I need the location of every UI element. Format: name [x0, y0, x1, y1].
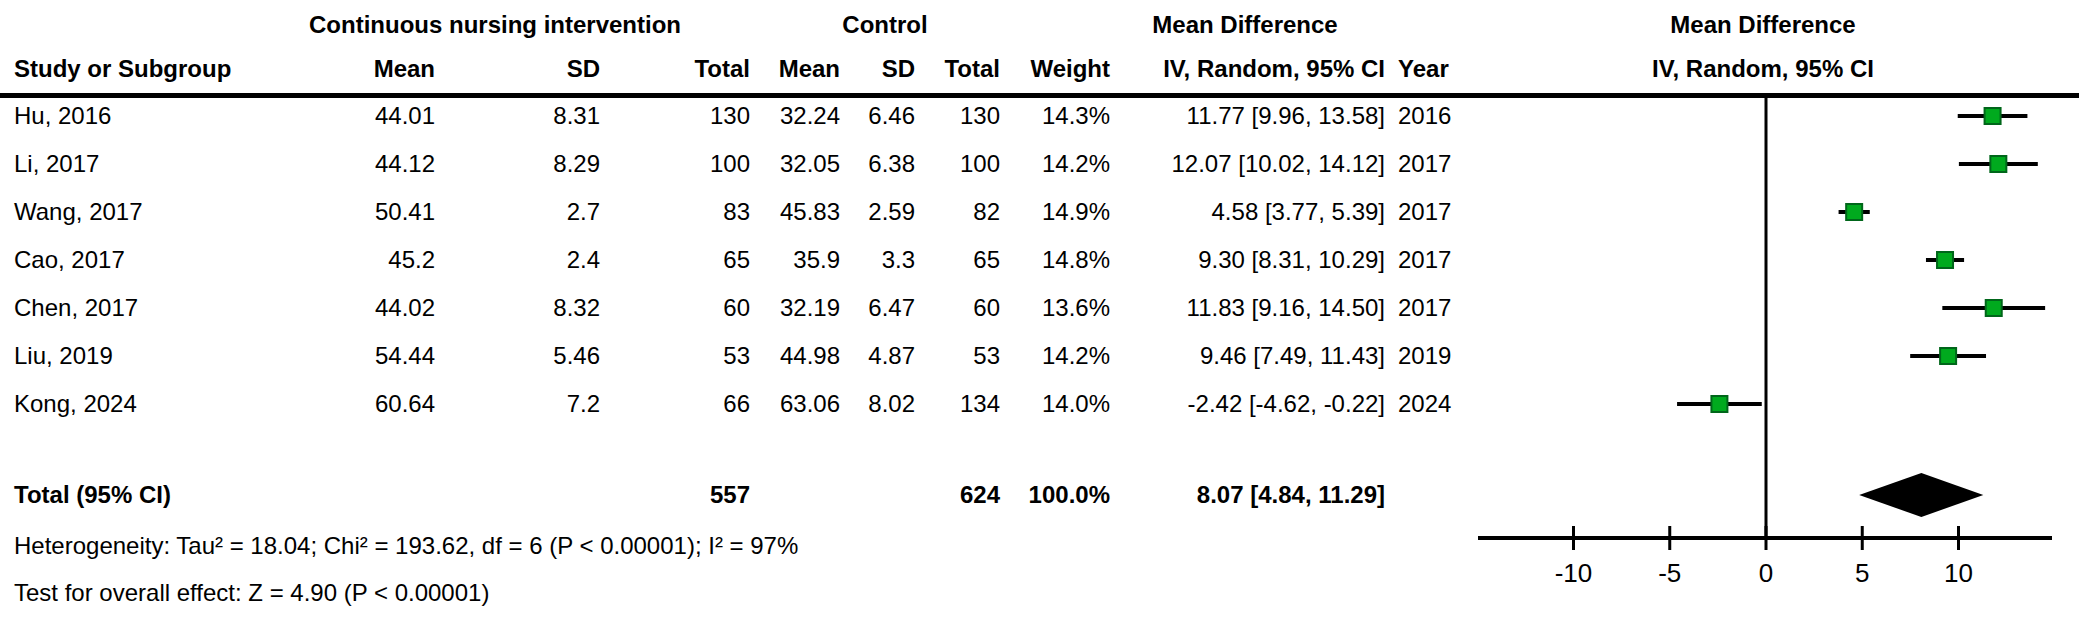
study-label: Kong, 2024	[14, 389, 314, 419]
plot-subtitle-ci: IV, Random, 95% CI	[1563, 54, 1963, 84]
year-value: 2024	[1398, 389, 1488, 419]
axis-tick-label: 5	[1855, 558, 1869, 588]
sd-intervention-value: 2.4	[440, 245, 600, 275]
header-study-or-subgroup: Study or Subgroup	[14, 54, 314, 84]
effect-marker	[1846, 204, 1862, 220]
total-label: Total (95% CI)	[14, 480, 314, 510]
year-value: 2017	[1398, 245, 1488, 275]
header-rule	[0, 93, 2079, 98]
effect-marker	[1986, 300, 2002, 316]
mean-intervention-value: 45.2	[275, 245, 435, 275]
ci-text-value: 11.77 [9.96, 13.58]	[1085, 101, 1385, 131]
mean-intervention-value: 60.64	[275, 389, 435, 419]
header-year: Year	[1398, 54, 1488, 84]
heterogeneity-note: Heterogeneity: Tau² = 18.04; Chi² = 193.…	[14, 531, 798, 561]
mean-intervention-value: 50.41	[275, 197, 435, 227]
group-header-control: Control	[785, 10, 985, 40]
year-value: 2016	[1398, 101, 1488, 131]
mean-intervention-value: 44.01	[275, 101, 435, 131]
effect-marker	[1990, 156, 2006, 172]
study-row: Hu, 2016 44.01 8.31 130 32.24 6.46 130 1…	[0, 101, 1480, 131]
total-row: Total (95% CI) 557 624 100.0% 8.07 [4.84…	[0, 480, 1480, 510]
study-label: Hu, 2016	[14, 101, 314, 131]
study-label: Cao, 2017	[14, 245, 314, 275]
overall-effect-note: Test for overall effect: Z = 4.90 (P < 0…	[14, 578, 489, 608]
header-mean-intervention: Mean	[275, 54, 435, 84]
header-ci-column: IV, Random, 95% CI	[1085, 54, 1385, 84]
effect-marker	[1985, 108, 2001, 124]
header-sd-intervention: SD	[440, 54, 600, 84]
effect-marker	[1940, 348, 1956, 364]
sd-intervention-value: 8.29	[440, 149, 600, 179]
pooled-diamond	[1859, 473, 1983, 517]
study-row: Li, 2017 44.12 8.29 100 32.05 6.38 100 1…	[0, 149, 1480, 179]
study-row: Cao, 2017 45.2 2.4 65 35.9 3.3 65 14.8% …	[0, 245, 1480, 275]
axis-tick-label: -5	[1658, 558, 1681, 588]
sd-intervention-value: 2.7	[440, 197, 600, 227]
ci-text-value: 9.46 [7.49, 11.43]	[1085, 341, 1385, 371]
study-label: Chen, 2017	[14, 293, 314, 323]
year-value: 2017	[1398, 197, 1488, 227]
year-value: 2017	[1398, 293, 1488, 323]
sd-intervention-value: 5.46	[440, 341, 600, 371]
forest-plot: Continuous nursing intervention Control …	[0, 0, 2079, 617]
ci-text-value: 11.83 [9.16, 14.50]	[1085, 293, 1385, 323]
sd-intervention-value: 8.32	[440, 293, 600, 323]
study-row: Chen, 2017 44.02 8.32 60 32.19 6.47 60 1…	[0, 293, 1480, 323]
year-value: 2019	[1398, 341, 1488, 371]
mean-intervention-value: 44.12	[275, 149, 435, 179]
axis-tick-label: 10	[1944, 558, 1973, 588]
ci-text-value: 4.58 [3.77, 5.39]	[1085, 197, 1385, 227]
study-row: Kong, 2024 60.64 7.2 66 63.06 8.02 134 1…	[0, 389, 1480, 419]
ci-text-value: 9.30 [8.31, 10.29]	[1085, 245, 1385, 275]
year-value: 2017	[1398, 149, 1488, 179]
ci-text-value: 12.07 [10.02, 14.12]	[1085, 149, 1385, 179]
column-group-mean-difference: Mean Difference	[1095, 10, 1395, 40]
effect-marker	[1937, 252, 1953, 268]
study-label: Wang, 2017	[14, 197, 314, 227]
study-label: Li, 2017	[14, 149, 314, 179]
total-intervention-n: 557	[610, 480, 750, 510]
plot-title-mean-difference: Mean Difference	[1563, 10, 1963, 40]
effect-marker	[1711, 396, 1727, 412]
sd-intervention-value: 7.2	[440, 389, 600, 419]
study-label: Liu, 2019	[14, 341, 314, 371]
sd-intervention-value: 8.31	[440, 101, 600, 131]
axis-tick-label: -10	[1555, 558, 1593, 588]
study-row: Liu, 2019 54.44 5.46 53 44.98 4.87 53 14…	[0, 341, 1480, 371]
mean-intervention-value: 54.44	[275, 341, 435, 371]
mean-intervention-value: 44.02	[275, 293, 435, 323]
axis-tick-label: 0	[1759, 558, 1773, 588]
group-header-intervention: Continuous nursing intervention	[295, 10, 695, 40]
total-ci-text: 8.07 [4.84, 11.29]	[1085, 480, 1385, 510]
study-row: Wang, 2017 50.41 2.7 83 45.83 2.59 82 14…	[0, 197, 1480, 227]
ci-text-value: -2.42 [-4.62, -0.22]	[1085, 389, 1385, 419]
